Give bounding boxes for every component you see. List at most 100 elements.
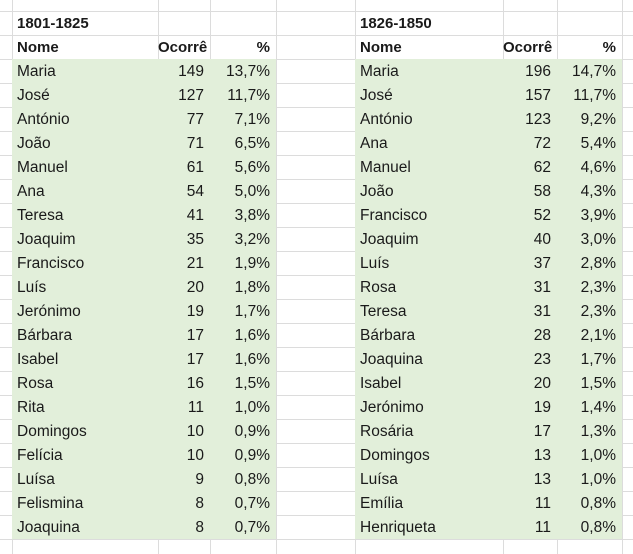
cell-name[interactable]: Henriqueta <box>360 519 436 536</box>
cell-name[interactable]: José <box>360 87 393 104</box>
cell-percent[interactable]: 1,0% <box>234 399 270 416</box>
cell-count[interactable]: 21 <box>186 255 204 272</box>
cell-percent[interactable]: 13,7% <box>226 63 270 80</box>
cell-percent[interactable]: 3,0% <box>580 231 616 248</box>
header-percent[interactable]: % <box>602 39 616 56</box>
cell-percent[interactable]: 3,8% <box>234 207 270 224</box>
cell-count[interactable]: 13 <box>533 447 551 464</box>
cell-name[interactable]: Jerónimo <box>17 303 81 320</box>
cell-percent[interactable]: 1,4% <box>580 399 616 416</box>
cell-percent[interactable]: 11,7% <box>227 87 270 104</box>
cell-count[interactable]: 23 <box>533 351 551 368</box>
cell-count[interactable]: 31 <box>533 303 551 320</box>
cell-count[interactable]: 72 <box>533 135 551 152</box>
cell-count[interactable]: 157 <box>525 87 551 104</box>
cell-name[interactable]: Teresa <box>360 303 407 320</box>
cell-count[interactable]: 127 <box>178 87 204 104</box>
cell-count[interactable]: 19 <box>186 303 204 320</box>
cell-count[interactable]: 9 <box>195 471 204 488</box>
cell-percent[interactable]: 2,3% <box>580 303 616 320</box>
cell-name[interactable]: Ana <box>17 183 45 200</box>
cell-percent[interactable]: 5,6% <box>234 159 270 176</box>
cell-percent[interactable]: 0,8% <box>234 471 270 488</box>
cell-count[interactable]: 123 <box>525 111 551 128</box>
cell-name[interactable]: Bárbara <box>360 327 416 344</box>
cell-percent[interactable]: 1,3% <box>580 423 616 440</box>
cell-count[interactable]: 8 <box>195 519 204 536</box>
cell-name[interactable]: Joaquina <box>17 519 80 536</box>
cell-percent[interactable]: 11,7% <box>573 87 616 104</box>
cell-count[interactable]: 17 <box>186 327 204 344</box>
cell-name[interactable]: António <box>360 111 413 128</box>
cell-name[interactable]: Rosa <box>17 375 54 392</box>
cell-name[interactable]: Manuel <box>17 159 68 176</box>
period-title[interactable]: 1826-1850 <box>360 15 432 32</box>
cell-count[interactable]: 10 <box>186 447 204 464</box>
cell-percent[interactable]: 1,0% <box>580 447 616 464</box>
cell-percent[interactable]: 5,0% <box>234 183 270 200</box>
cell-name[interactable]: Felícia <box>17 447 63 464</box>
cell-name[interactable]: Maria <box>360 63 399 80</box>
cell-percent[interactable]: 2,1% <box>580 327 616 344</box>
cell-count[interactable]: 31 <box>533 279 551 296</box>
cell-count[interactable]: 19 <box>533 399 551 416</box>
cell-count[interactable]: 37 <box>533 255 551 272</box>
cell-count[interactable]: 71 <box>186 135 204 152</box>
cell-count[interactable]: 11 <box>534 495 551 512</box>
cell-count[interactable]: 8 <box>195 495 204 512</box>
cell-percent[interactable]: 2,8% <box>580 255 616 272</box>
cell-name[interactable]: Joaquina <box>360 351 423 368</box>
cell-name[interactable]: Teresa <box>17 207 64 224</box>
cell-name[interactable]: Joaquim <box>17 231 76 248</box>
cell-percent[interactable]: 1,7% <box>580 351 616 368</box>
cell-percent[interactable]: 0,8% <box>580 495 616 512</box>
cell-count[interactable]: 16 <box>186 375 204 392</box>
cell-count[interactable]: 40 <box>533 231 551 248</box>
cell-name[interactable]: Rosária <box>360 423 414 440</box>
cell-percent[interactable]: 0,9% <box>234 423 270 440</box>
period-title[interactable]: 1801-1825 <box>17 15 89 32</box>
cell-percent[interactable]: 1,7% <box>234 303 270 320</box>
cell-count[interactable]: 11 <box>534 519 551 536</box>
cell-name[interactable]: António <box>17 111 70 128</box>
cell-percent[interactable]: 6,5% <box>234 135 270 152</box>
cell-name[interactable]: Ana <box>360 135 388 152</box>
cell-name[interactable]: Emília <box>360 495 404 512</box>
cell-percent[interactable]: 14,7% <box>572 63 616 80</box>
header-ocorrencias[interactable]: Ocorrê <box>503 39 553 56</box>
header-ocorrencias[interactable]: Ocorrê <box>158 39 208 56</box>
header-nome[interactable]: Nome <box>17 39 59 56</box>
cell-count[interactable]: 62 <box>533 159 551 176</box>
cell-count[interactable]: 28 <box>533 327 551 344</box>
cell-percent[interactable]: 4,6% <box>580 159 616 176</box>
cell-name[interactable]: Francisco <box>17 255 85 272</box>
cell-count[interactable]: 10 <box>186 423 204 440</box>
cell-name[interactable]: Rosa <box>360 279 397 296</box>
cell-percent[interactable]: 7,1% <box>234 111 270 128</box>
cell-count[interactable]: 17 <box>186 351 204 368</box>
cell-count[interactable]: 20 <box>186 279 204 296</box>
cell-percent[interactable]: 1,5% <box>580 375 616 392</box>
cell-name[interactable]: Manuel <box>360 159 411 176</box>
cell-percent[interactable]: 9,2% <box>580 111 616 128</box>
cell-percent[interactable]: 3,9% <box>580 207 616 224</box>
cell-percent[interactable]: 3,2% <box>234 231 270 248</box>
cell-name[interactable]: Isabel <box>360 375 402 392</box>
cell-name[interactable]: Luísa <box>17 471 55 488</box>
cell-count[interactable]: 17 <box>533 423 551 440</box>
cell-count[interactable]: 41 <box>186 207 204 224</box>
header-nome[interactable]: Nome <box>360 39 402 56</box>
cell-name[interactable]: José <box>17 87 50 104</box>
cell-count[interactable]: 149 <box>178 63 204 80</box>
cell-name[interactable]: Bárbara <box>17 327 73 344</box>
cell-name[interactable]: Felismina <box>17 495 84 512</box>
cell-percent[interactable]: 1,9% <box>234 255 270 272</box>
cell-name[interactable]: Luís <box>17 279 47 296</box>
cell-count[interactable]: 52 <box>533 207 551 224</box>
cell-percent[interactable]: 1,8% <box>234 279 270 296</box>
cell-percent[interactable]: 1,6% <box>234 327 270 344</box>
cell-name[interactable]: Rita <box>17 399 45 416</box>
cell-name[interactable]: Luís <box>360 255 390 272</box>
cell-percent[interactable]: 0,9% <box>234 447 270 464</box>
cell-name[interactable]: Isabel <box>17 351 59 368</box>
